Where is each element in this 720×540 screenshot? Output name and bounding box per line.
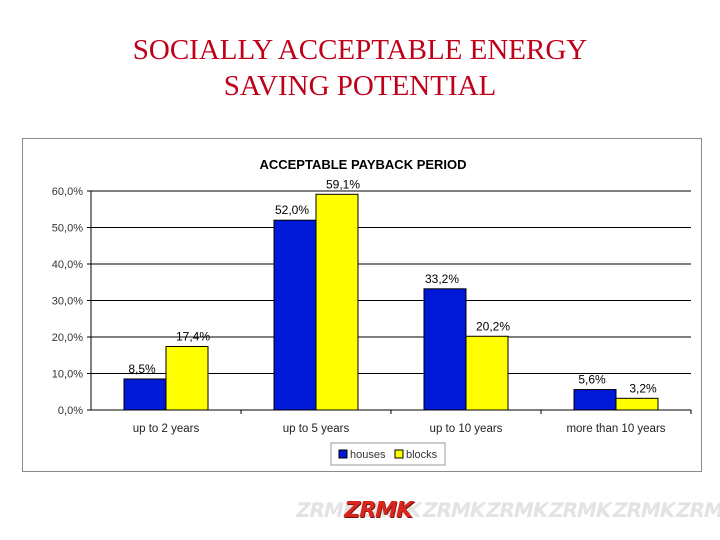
data-label: 8,5% xyxy=(128,362,156,376)
logo-watermark: ZRMK xyxy=(610,498,677,522)
bar-blocks xyxy=(615,397,659,411)
x-tick-label: up to 10 years xyxy=(430,423,503,435)
payback-period-chart: ACCEPTABLE PAYBACK PERIOD 0,0% 10,0% 20,0% 3… xyxy=(52,157,692,466)
bar-blocks xyxy=(465,335,509,411)
chart-title: ACCEPTABLE PAYBACK PERIOD xyxy=(259,157,466,172)
y-tick-label: 60,0% xyxy=(52,186,83,198)
y-tick-label: 30,0% xyxy=(52,296,83,308)
slide-title-line-1: SOCIALLY ACCEPTABLE ENERGY xyxy=(132,34,588,66)
chart-frame: ACCEPTABLE PAYBACK PERIOD 0,0% 10,0% 20,0% 3… xyxy=(22,138,702,472)
data-label: 33,2% xyxy=(425,272,459,286)
x-tick-label: up to 2 years xyxy=(133,423,200,435)
logo-watermark: ZRMK xyxy=(420,498,487,522)
data-label: 59,1% xyxy=(326,177,360,191)
y-tick-label: 50,0% xyxy=(52,223,83,235)
y-tick-label: 20,0% xyxy=(52,332,83,344)
y-tick-label: 40,0% xyxy=(52,259,83,271)
bar-blocks xyxy=(165,345,209,411)
legend-swatch-blocks xyxy=(394,449,404,459)
bar-houses xyxy=(573,389,617,411)
logo-mark: ZRMK xyxy=(341,498,415,523)
bar-houses xyxy=(273,219,317,411)
zrmk-logo: ZRMKZRMKZRMKZRMKZRMKZRMKZRMK ZRMK xyxy=(296,498,720,528)
bar-houses xyxy=(423,288,467,411)
legend-box xyxy=(330,442,446,466)
bar-houses xyxy=(123,378,167,411)
data-label: 3,2% xyxy=(629,381,657,395)
slide-title-line-2: SAVING POTENTIAL xyxy=(223,70,497,102)
logo-watermark: ZRMK xyxy=(546,498,614,522)
logo-watermark: ZRMK xyxy=(483,498,550,522)
legend-swatch-houses xyxy=(338,449,348,459)
x-tick-label: more than 10 years xyxy=(566,423,665,435)
slide-title: SOCIALLY ACCEPTABLE ENERGY SAVING POTENT… xyxy=(0,32,720,104)
data-label: 52,0% xyxy=(275,203,309,217)
y-tick-label: 10,0% xyxy=(52,369,83,381)
data-label: 17,4% xyxy=(176,329,210,343)
bar-blocks xyxy=(315,193,359,411)
logo-watermark: ZRMK xyxy=(673,498,720,522)
y-tick-label: 0,0% xyxy=(58,405,83,417)
data-label: 5,6% xyxy=(578,373,606,387)
data-label: 20,2% xyxy=(476,319,510,333)
x-tick-label: up to 5 years xyxy=(283,423,350,435)
legend-label-houses: houses xyxy=(350,449,386,461)
legend-label-blocks: blocks xyxy=(406,449,438,461)
